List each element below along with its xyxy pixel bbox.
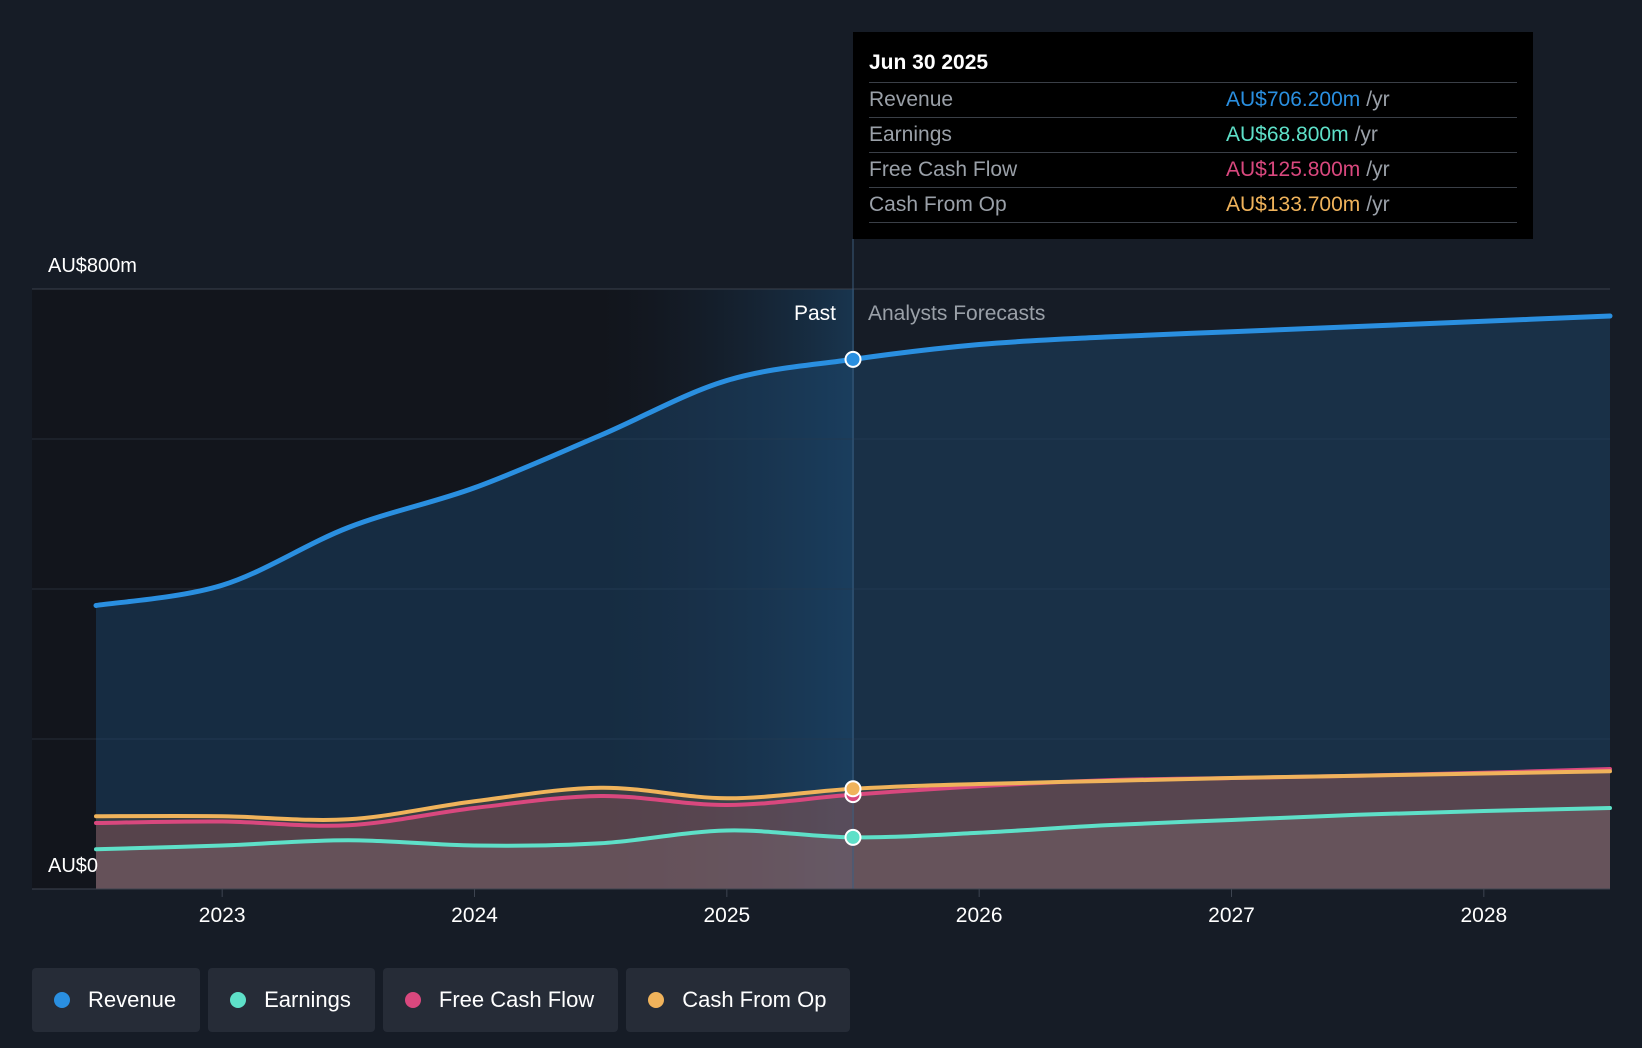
x-axis-ticks: 2023 2024 2025 2026 2027 2028	[199, 889, 1507, 927]
tooltip-label: Free Cash Flow	[869, 158, 1018, 181]
tooltip-value: AU$133.700m/yr	[1226, 193, 1390, 216]
x-tick-label: 2026	[956, 904, 1003, 927]
tooltip: Jun 30 2025 Revenue AU$706.200m/yr Earni…	[853, 32, 1533, 239]
hover-markers	[844, 350, 862, 846]
free-cash-flow-dot-icon	[404, 992, 421, 1008]
legend-label: Free Cash Flow	[438, 987, 595, 1012]
legend-item-earnings[interactable]: Earnings	[208, 968, 375, 1032]
tooltip-label: Cash From Op	[869, 193, 1007, 216]
past-label: Past	[794, 302, 836, 325]
legend-item-cash-from-op[interactable]: Cash From Op	[626, 968, 851, 1032]
gridlines	[32, 288, 1610, 740]
earnings-dot-icon	[230, 992, 247, 1008]
tooltip-label: Revenue	[869, 88, 954, 111]
tooltip-value: AU$125.800m/yr	[1226, 158, 1390, 181]
tooltip-row-earnings: Earnings AU$68.800m/yr	[869, 118, 1517, 153]
tooltip-label: Earnings	[869, 123, 952, 146]
tooltip-value: AU$68.800m/yr	[1226, 123, 1378, 146]
x-tick-label: 2024	[451, 904, 498, 927]
tooltip-date: Jun 30 2025	[869, 44, 1517, 83]
y-axis-label-min: AU$0	[48, 855, 98, 877]
tooltip-value: AU$706.200m/yr	[1226, 88, 1390, 111]
cash-from-op-marker	[844, 780, 862, 798]
legend-label: Cash From Op	[682, 987, 827, 1012]
x-tick-label: 2028	[1460, 904, 1507, 927]
legend-item-revenue[interactable]: Revenue	[32, 968, 201, 1032]
analysts-forecasts-label: Analysts Forecasts	[868, 302, 1045, 325]
y-axis-label-max: AU$800m	[48, 255, 137, 277]
tooltip-row-free-cash-flow: Free Cash Flow AU$125.800m/yr	[869, 153, 1517, 188]
earnings-marker	[844, 828, 862, 846]
tooltip-row-revenue: Revenue AU$706.200m/yr	[869, 83, 1517, 118]
x-tick-label: 2023	[199, 904, 246, 927]
legend-label: Revenue	[88, 987, 177, 1012]
legend-label: Earnings	[264, 987, 351, 1012]
legend-item-free-cash-flow[interactable]: Free Cash Flow	[382, 968, 619, 1032]
revenue-marker	[844, 350, 862, 368]
cash-from-op-dot-icon	[648, 992, 665, 1008]
x-tick-label: 2025	[703, 904, 750, 927]
x-tick-label: 2027	[1208, 904, 1255, 927]
tooltip-row-cash-from-op: Cash From Op AU$133.700m/yr	[869, 188, 1517, 223]
legend: Revenue Earnings Free Cash Flow Cash Fro…	[32, 968, 851, 1032]
revenue-dot-icon	[54, 992, 70, 1008]
